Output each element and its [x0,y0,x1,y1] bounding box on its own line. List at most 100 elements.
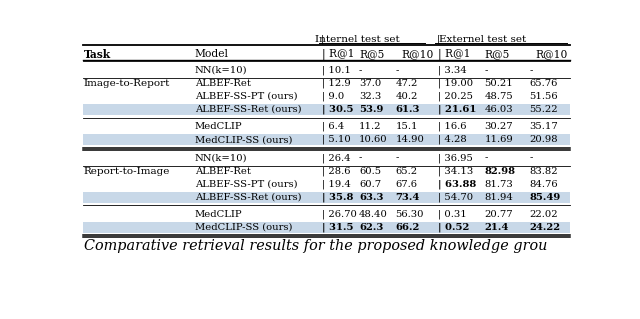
Text: 65.2: 65.2 [396,167,417,175]
Text: |: | [436,34,440,44]
Text: | 31.5: | 31.5 [322,223,353,232]
Text: ALBEF-Ret: ALBEF-Ret [195,167,251,175]
Bar [83,221,570,233]
Text: 50.21: 50.21 [484,79,513,88]
Text: 46.03: 46.03 [484,105,513,114]
Text: 66.2: 66.2 [396,223,420,232]
Text: | 0.31: | 0.31 [438,210,467,219]
Text: | 19.00: | 19.00 [438,78,473,88]
Text: 51.56: 51.56 [529,92,558,101]
Text: -: - [359,66,362,75]
Text: -: - [396,66,399,75]
Text: -: - [484,66,488,75]
Bar [83,191,570,203]
Text: | 28.6: | 28.6 [322,166,350,176]
Text: MedCLIP: MedCLIP [195,122,243,131]
Text: | 6.4: | 6.4 [322,122,344,131]
Text: | 26.70: | 26.70 [322,210,356,219]
Text: Report-to-Image: Report-to-Image [84,167,170,175]
Text: | 63.88: | 63.88 [438,180,476,189]
Text: 21.4: 21.4 [484,223,509,232]
Text: 15.1: 15.1 [396,122,418,131]
Text: 65.76: 65.76 [529,79,558,88]
Text: 53.9: 53.9 [359,105,383,114]
Text: | 0.52: | 0.52 [438,223,469,232]
Text: MedCLIP-SS (ours): MedCLIP-SS (ours) [195,223,292,232]
Text: | R@1: | R@1 [322,49,355,60]
Text: | R@1: | R@1 [438,49,470,60]
Text: NN(k=10): NN(k=10) [195,153,247,162]
Text: | 9.0: | 9.0 [322,92,344,101]
Text: -: - [359,153,362,162]
Text: | 19.4: | 19.4 [322,180,351,189]
Text: 73.4: 73.4 [396,193,420,202]
Text: MedCLIP: MedCLIP [195,210,243,219]
Text: 83.82: 83.82 [529,167,558,175]
Text: 22.02: 22.02 [529,210,558,219]
Text: NN(k=10): NN(k=10) [195,66,247,75]
Text: R@10: R@10 [536,49,568,59]
Text: | 36.95: | 36.95 [438,153,473,163]
Text: Image-to-Report: Image-to-Report [84,79,170,88]
Text: -: - [396,153,399,162]
Text: | 34.13: | 34.13 [438,166,474,176]
Text: 37.0: 37.0 [359,79,381,88]
Text: | 5.10: | 5.10 [322,135,351,144]
Text: |: | [320,34,323,44]
Text: 81.94: 81.94 [484,193,513,202]
Text: | 12.9: | 12.9 [322,78,351,88]
Text: 48.40: 48.40 [359,210,388,219]
Text: 11.69: 11.69 [484,135,513,144]
Text: 20.98: 20.98 [529,135,558,144]
Text: 56.30: 56.30 [396,210,424,219]
Text: ALBEF-Ret: ALBEF-Ret [195,79,251,88]
Text: | 10.1: | 10.1 [322,65,351,75]
Text: 40.2: 40.2 [396,92,418,101]
Text: 20.77: 20.77 [484,210,513,219]
Text: 24.22: 24.22 [529,223,561,232]
Text: 32.3: 32.3 [359,92,381,101]
Text: 35.17: 35.17 [529,122,558,131]
Text: 55.22: 55.22 [529,105,558,114]
Text: Internel test set: Internel test set [315,34,400,44]
Text: 60.5: 60.5 [359,167,381,175]
Text: ALBEF-SS-PT (ours): ALBEF-SS-PT (ours) [195,180,298,189]
Text: 81.73: 81.73 [484,180,513,189]
Text: | 21.61: | 21.61 [438,105,476,114]
Text: | 20.25: | 20.25 [438,92,473,101]
Text: R@10: R@10 [402,49,434,59]
Text: Comparative retrieval results for the proposed knowledge grou: Comparative retrieval results for the pr… [84,239,547,253]
Text: | 26.4: | 26.4 [322,153,351,163]
Text: R@5: R@5 [484,49,510,59]
Text: 85.49: 85.49 [529,193,561,202]
Text: Model: Model [195,49,228,59]
Text: -: - [484,153,488,162]
Text: | 35.8: | 35.8 [322,193,353,202]
Text: | 16.6: | 16.6 [438,122,467,131]
Text: | 4.28: | 4.28 [438,135,467,144]
Text: 11.2: 11.2 [359,122,381,131]
Text: 48.75: 48.75 [484,92,513,101]
Text: 63.3: 63.3 [359,193,383,202]
Text: ALBEF-SS-Ret (ours): ALBEF-SS-Ret (ours) [195,193,301,202]
Text: 67.6: 67.6 [396,180,417,189]
Text: Task: Task [84,49,111,60]
Text: MedCLIP-SS (ours): MedCLIP-SS (ours) [195,135,292,144]
Text: 60.7: 60.7 [359,180,381,189]
Text: -: - [529,153,533,162]
Text: 61.3: 61.3 [396,105,420,114]
Text: | 54.70: | 54.70 [438,193,473,202]
Text: Externel test set: Externel test set [440,34,527,44]
Text: | 30.5: | 30.5 [322,105,353,114]
Text: 30.27: 30.27 [484,122,513,131]
Text: 82.98: 82.98 [484,167,516,175]
Text: 62.3: 62.3 [359,223,383,232]
Text: | 3.34: | 3.34 [438,65,467,75]
Text: 14.90: 14.90 [396,135,424,144]
Text: 84.76: 84.76 [529,180,558,189]
Text: ALBEF-SS-Ret (ours): ALBEF-SS-Ret (ours) [195,105,301,114]
Text: ALBEF-SS-PT (ours): ALBEF-SS-PT (ours) [195,92,298,101]
Bar [83,104,570,115]
Text: -: - [529,66,533,75]
Text: R@5: R@5 [359,49,385,59]
